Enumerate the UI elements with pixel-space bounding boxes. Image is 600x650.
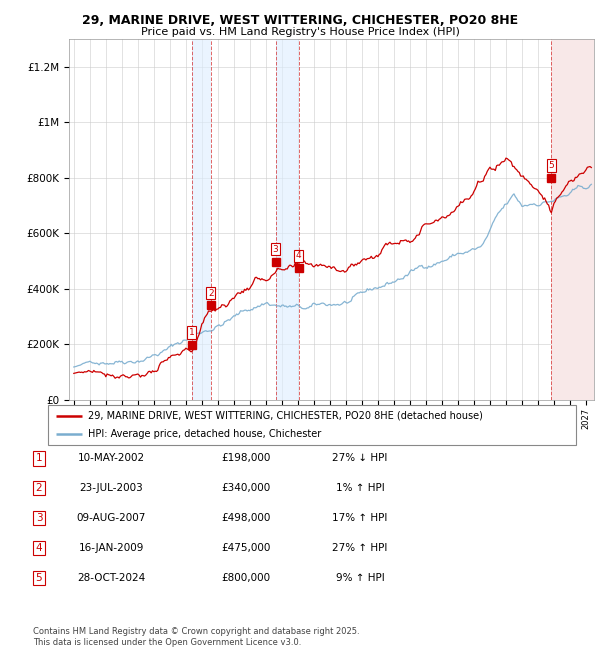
Text: £475,000: £475,000: [221, 543, 271, 553]
Text: 10-MAY-2002: 10-MAY-2002: [77, 453, 145, 463]
Text: 29, MARINE DRIVE, WEST WITTERING, CHICHESTER, PO20 8HE: 29, MARINE DRIVE, WEST WITTERING, CHICHE…: [82, 14, 518, 27]
Text: 16-JAN-2009: 16-JAN-2009: [79, 543, 143, 553]
Bar: [551, 39, 594, 400]
Text: 1% ↑ HPI: 1% ↑ HPI: [335, 483, 385, 493]
Text: 27% ↑ HPI: 27% ↑ HPI: [332, 543, 388, 553]
Text: £198,000: £198,000: [221, 453, 271, 463]
Text: 4: 4: [35, 543, 43, 553]
Text: 17% ↑ HPI: 17% ↑ HPI: [332, 513, 388, 523]
Text: 5: 5: [548, 161, 554, 170]
Text: 29, MARINE DRIVE, WEST WITTERING, CHICHESTER, PO20 8HE (detached house): 29, MARINE DRIVE, WEST WITTERING, CHICHE…: [88, 411, 482, 421]
Text: 09-AUG-2007: 09-AUG-2007: [76, 513, 146, 523]
Text: 3: 3: [273, 245, 278, 254]
Text: £498,000: £498,000: [221, 513, 271, 523]
Text: 5: 5: [35, 573, 43, 583]
Text: 3: 3: [35, 513, 43, 523]
Text: 2: 2: [35, 483, 43, 493]
Text: 1: 1: [189, 328, 194, 337]
Bar: [191, 39, 211, 400]
Text: £800,000: £800,000: [221, 573, 271, 583]
Text: 4: 4: [296, 251, 301, 260]
Text: Contains HM Land Registry data © Crown copyright and database right 2025.
This d: Contains HM Land Registry data © Crown c…: [33, 627, 359, 647]
Text: 28-OCT-2024: 28-OCT-2024: [77, 573, 145, 583]
Bar: [551, 39, 594, 400]
Text: 1: 1: [35, 453, 43, 463]
Text: HPI: Average price, detached house, Chichester: HPI: Average price, detached house, Chic…: [88, 430, 321, 439]
Text: £340,000: £340,000: [221, 483, 271, 493]
Text: 23-JUL-2003: 23-JUL-2003: [79, 483, 143, 493]
Text: 2: 2: [208, 289, 214, 298]
Text: 9% ↑ HPI: 9% ↑ HPI: [335, 573, 385, 583]
Bar: [275, 39, 299, 400]
Text: Price paid vs. HM Land Registry's House Price Index (HPI): Price paid vs. HM Land Registry's House …: [140, 27, 460, 37]
Text: 27% ↓ HPI: 27% ↓ HPI: [332, 453, 388, 463]
FancyBboxPatch shape: [48, 405, 576, 445]
